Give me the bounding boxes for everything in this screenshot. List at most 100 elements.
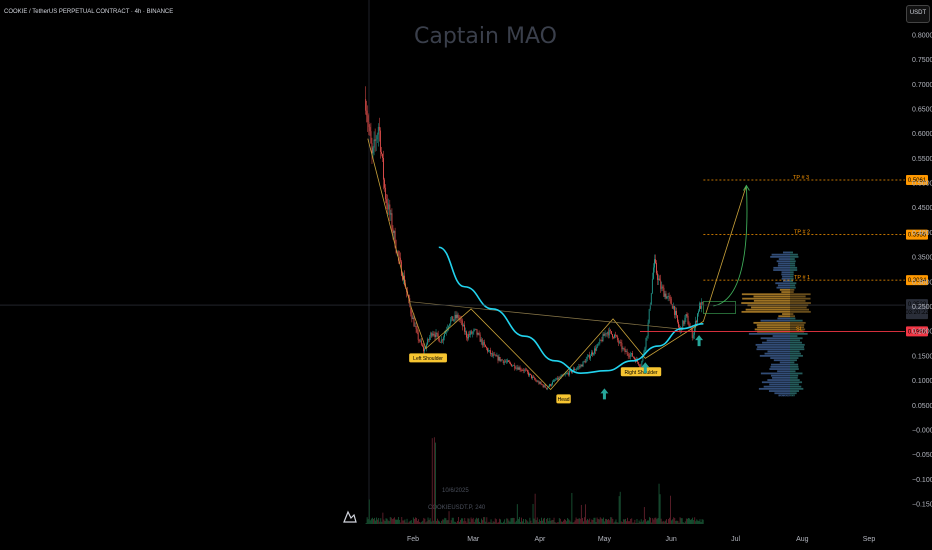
time-axis[interactable]: Feb Mar Apr May Jun Jul Aug Sep xyxy=(407,536,875,543)
volume-bar xyxy=(392,518,394,524)
volume-bar xyxy=(381,521,383,524)
candle-body xyxy=(640,366,642,368)
profile-bar-up xyxy=(782,251,790,254)
volume-bar xyxy=(526,520,528,524)
candle-body xyxy=(457,314,459,318)
tradingview-logo-icon[interactable] xyxy=(343,510,357,523)
profile-bar-down xyxy=(790,269,798,271)
candle-body xyxy=(431,333,433,336)
profile-bar-up xyxy=(769,383,790,386)
volume-bar xyxy=(575,517,577,524)
volume-bar xyxy=(676,520,678,524)
profile-bar-up xyxy=(770,357,790,359)
volume-bar xyxy=(495,519,497,524)
volume-bar xyxy=(365,522,367,524)
volume-bar xyxy=(492,521,494,524)
volume-bar xyxy=(601,518,603,524)
volume-bar xyxy=(614,521,616,524)
currency-button[interactable]: USDT xyxy=(906,5,930,23)
profile-bar-down xyxy=(790,297,811,300)
candle-body xyxy=(518,367,520,370)
profile-bar-up xyxy=(757,346,790,348)
candle-body xyxy=(685,314,687,319)
volume-bar xyxy=(420,522,422,524)
candle-body xyxy=(701,302,703,309)
volume-bar xyxy=(409,520,411,524)
profile-bar-down xyxy=(790,310,811,313)
volume-bar xyxy=(406,518,408,524)
candle-body xyxy=(573,368,574,371)
volume-bar xyxy=(434,442,436,524)
candle-body xyxy=(563,374,565,376)
candle-body xyxy=(654,259,655,268)
volume-bar xyxy=(642,520,644,524)
candle-body xyxy=(509,361,510,363)
volume-bar xyxy=(466,522,468,524)
candle-body xyxy=(486,347,487,349)
candle-body xyxy=(460,319,462,321)
volume-bar xyxy=(590,522,592,524)
volume-bar xyxy=(523,518,524,524)
candle-body xyxy=(669,296,671,299)
candle-body xyxy=(487,348,488,352)
profile-bar-up xyxy=(782,313,790,315)
volume-bar xyxy=(450,520,452,524)
candle-body xyxy=(651,278,653,294)
candle-body xyxy=(386,199,388,204)
y-tick-label: 0.4000 xyxy=(912,230,932,237)
volume-bar xyxy=(407,522,409,524)
candle-body xyxy=(488,350,489,352)
volume-bar xyxy=(459,521,460,524)
volume-bar xyxy=(413,518,415,524)
volume-bar xyxy=(569,520,571,524)
volume-bar xyxy=(396,519,397,524)
volume-bar xyxy=(504,519,506,524)
volume-bar xyxy=(682,522,684,524)
candle-body xyxy=(496,355,498,357)
candle-body xyxy=(517,367,519,370)
profile-bar-down xyxy=(790,341,802,344)
candle-body xyxy=(617,336,619,341)
volume-bar xyxy=(446,520,448,524)
candle-body xyxy=(519,367,521,370)
up-arrow-icon xyxy=(600,388,609,400)
profile-bar-down xyxy=(790,339,800,342)
candle-body xyxy=(658,278,660,280)
candle-body xyxy=(699,303,700,312)
volume-bar xyxy=(418,519,419,524)
volume-bar xyxy=(680,518,682,524)
entry-zone-box xyxy=(703,301,736,314)
profile-bar-down xyxy=(790,313,794,315)
candle-body xyxy=(500,359,502,361)
candle-body xyxy=(612,334,613,338)
candle-body xyxy=(673,306,675,315)
volume-bar xyxy=(463,521,465,524)
candle-body xyxy=(507,360,508,362)
profile-bar-up xyxy=(776,260,790,263)
volume-bar xyxy=(544,517,545,524)
profile-bar-down xyxy=(790,332,808,335)
candle-body xyxy=(474,328,476,330)
candle-body xyxy=(497,355,499,361)
price-axis[interactable]: 0.8000 0.7500 0.7000 0.6500 0.6000 0.5500 0.50… xyxy=(912,32,932,508)
candle-body xyxy=(440,339,442,343)
candle-body xyxy=(637,359,639,363)
neckline xyxy=(408,301,678,330)
profile-bar-down xyxy=(790,365,799,368)
candle-body xyxy=(369,127,371,132)
volume-bar xyxy=(656,519,658,524)
profile-bar-down xyxy=(790,266,798,269)
chart-title: COOKIE / TetherUS PERPETUAL CONTRACT · 4… xyxy=(4,9,173,15)
candle-body xyxy=(525,369,527,371)
volume-bar xyxy=(427,517,429,524)
candle-body xyxy=(465,331,466,333)
volume-bar xyxy=(611,517,613,524)
volume-bar xyxy=(509,521,511,524)
volume-bar xyxy=(395,519,396,524)
profile-bar-down xyxy=(790,260,796,263)
profile-bar-down xyxy=(790,286,796,289)
volume-bar xyxy=(447,520,449,524)
